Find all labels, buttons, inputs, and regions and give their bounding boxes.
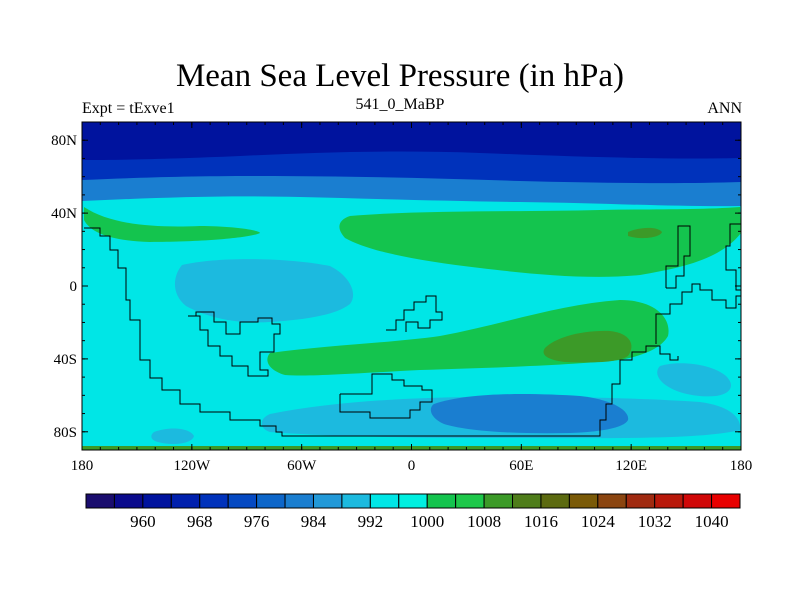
outline-central-block [386, 295, 443, 332]
colorbar-swatch [512, 493, 542, 509]
colorbar-label: 1016 [524, 512, 558, 531]
colorbar-swatch [369, 493, 400, 509]
southern-deep-low [430, 394, 629, 434]
colorbar-swatch [341, 493, 371, 509]
colorbar-swatch [142, 493, 172, 509]
outline-americas [84, 227, 679, 437]
colorbar-swatch [654, 493, 684, 509]
southern-high-core [543, 330, 632, 363]
colorbar-label: 1032 [638, 512, 672, 531]
colorbar-label: 1000 [410, 512, 444, 531]
x-tick-label: 0 [408, 458, 416, 474]
eastern-subtropical-high [339, 207, 741, 277]
colorbar-swatch [597, 493, 627, 509]
chart-title: Mean Sea Level Pressure (in hPa) [175, 58, 625, 94]
colorbar-label: 984 [301, 512, 327, 531]
colorbar-swatch [540, 493, 570, 509]
colorbar-swatch [85, 493, 115, 509]
outline-east-block [655, 283, 741, 344]
polar-low-north [82, 122, 741, 160]
colorbar: 960 968 976 984 992 1000 1008 1016 1024 1032 1040 [85, 493, 741, 531]
y-tick-label: 40N [51, 206, 77, 222]
colorbar-swatch [312, 493, 343, 509]
pacific-high [84, 207, 260, 242]
colorbar-label: 960 [130, 512, 156, 531]
colorbar-swatch [199, 493, 229, 509]
outline-africa-south [188, 311, 281, 377]
x-axis: 180 120W 60W 0 60E 120E 180 [71, 122, 753, 474]
colorbar-swatch [711, 493, 741, 509]
colorbar-label: 1024 [581, 512, 616, 531]
colorbar-label: 976 [244, 512, 270, 531]
colorbar-swatch [625, 493, 656, 509]
y-tick-label: 0 [70, 279, 78, 295]
outline-antarctic-block [339, 373, 433, 419]
colorbar-label: 1008 [467, 512, 501, 531]
colorbar-swatch [455, 493, 485, 509]
continent-outlines [84, 223, 741, 437]
high-core-north [628, 227, 662, 239]
southern-low-trough-east [657, 363, 731, 397]
outline-island [665, 225, 691, 289]
colorbar-swatch [256, 493, 286, 509]
experiment-label: Expt = tExve1 [82, 100, 175, 117]
chart-center-subtitle: 541_0_MaBP [355, 96, 445, 113]
x-tick-label: 120E [615, 458, 647, 474]
colorbar-swatch [398, 493, 428, 509]
x-tick-label: 180 [730, 458, 753, 474]
y-tick-label: 80N [51, 133, 77, 149]
colorbar-label: 992 [358, 512, 384, 531]
colorbar-label: 968 [187, 512, 213, 531]
outline-west-coast [725, 223, 741, 291]
colorbar-swatch [568, 493, 599, 509]
colorbar-swatch [284, 493, 314, 509]
x-tick-label: 180 [71, 458, 94, 474]
colorbar-swatch [426, 493, 457, 509]
x-tick-label: 120W [173, 458, 211, 474]
colorbar-label: 1040 [695, 512, 729, 531]
colorbar-swatch [113, 493, 144, 509]
y-axis: 80N 40N 0 40S 80S [51, 121, 741, 451]
map-plot-area [82, 122, 741, 450]
southern-low-trough-west [151, 428, 194, 444]
colorbar-swatch [170, 493, 201, 509]
y-tick-label: 40S [54, 352, 77, 368]
colorbar-swatch [483, 493, 514, 509]
x-tick-label: 60W [287, 458, 317, 474]
x-tick-label: 60E [509, 458, 533, 474]
tropical-low-band [174, 259, 354, 323]
colorbar-swatch [227, 493, 258, 509]
season-label: ANN [707, 100, 742, 117]
y-tick-label: 80S [54, 425, 77, 441]
colorbar-swatch [682, 493, 713, 509]
